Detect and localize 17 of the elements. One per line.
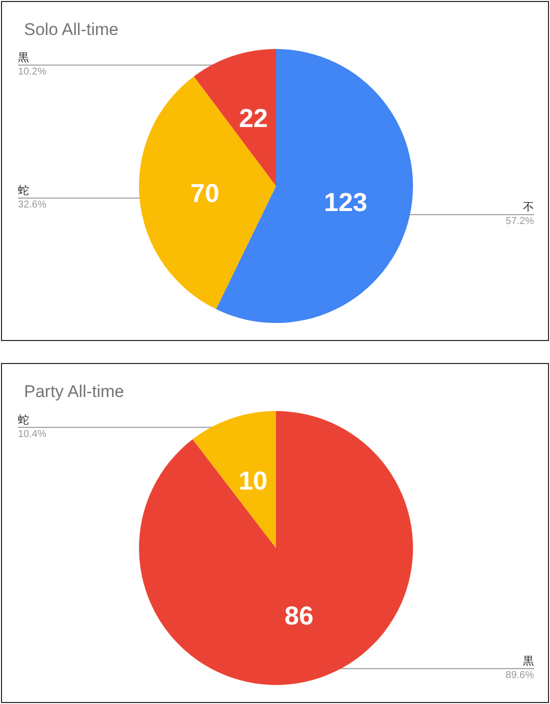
slice-label: 蛇 (18, 413, 29, 426)
text: 89.6% (506, 670, 534, 682)
chart-title: Solo All-time (24, 20, 118, 39)
text: 32.6% (18, 200, 46, 211)
slice-label: 不 (523, 200, 534, 214)
text: 57.2% (506, 216, 534, 228)
data-label: 10 (238, 465, 268, 496)
slice-label: 黒 (18, 51, 29, 64)
data-label: 123 (324, 187, 368, 218)
data-label: 86 (284, 600, 314, 631)
slice-label: 黒 (523, 654, 534, 668)
text: 10.4% (18, 428, 46, 440)
data-label: 70 (190, 178, 220, 208)
slice-label: 蛇 (18, 184, 29, 198)
data-label: 22 (238, 103, 268, 134)
text: 10.2% (18, 66, 46, 78)
chart-title: Party All-time (24, 382, 124, 401)
